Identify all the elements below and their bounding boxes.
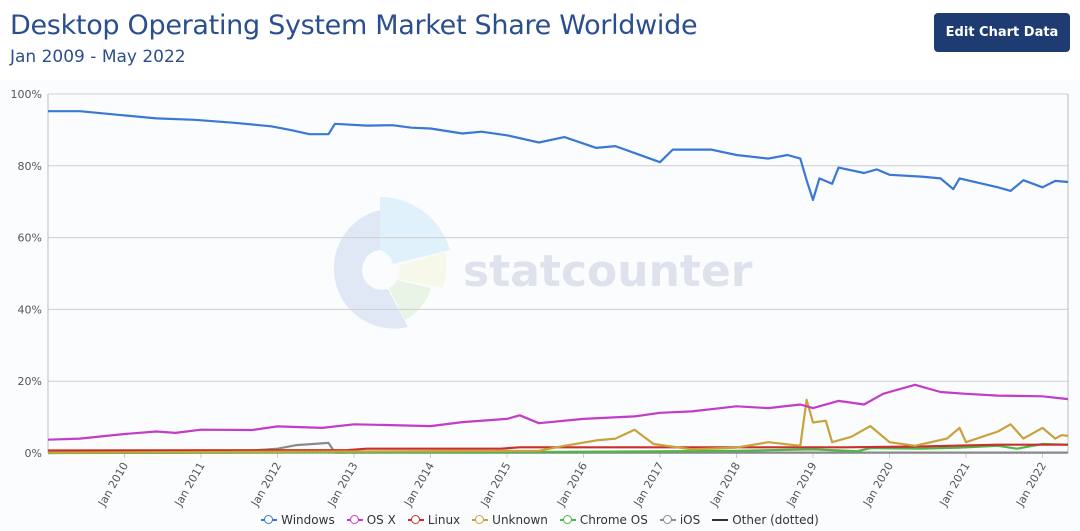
x-tick-label: Jan 2015 xyxy=(478,460,514,509)
y-tick-label: 0% xyxy=(25,447,42,460)
y-tick-label: 80% xyxy=(18,160,42,173)
x-tick-label: Jan 2021 xyxy=(937,460,973,509)
x-tick-label: Jan 2022 xyxy=(1013,460,1049,509)
legend-item-ios[interactable]: iOS xyxy=(659,513,701,527)
edit-chart-data-button[interactable]: Edit Chart Data xyxy=(934,13,1070,52)
line-marker-icon xyxy=(712,515,729,525)
series-line-windows[interactable] xyxy=(48,110,1069,201)
legend-item-windows[interactable]: Windows xyxy=(261,513,335,527)
circle-marker-icon xyxy=(472,515,489,525)
date-range-subtitle: Jan 2009 - May 2022 xyxy=(10,47,186,67)
legend-label: OS X xyxy=(366,513,396,527)
circle-marker-icon xyxy=(261,515,278,525)
y-tick-label: 40% xyxy=(18,303,42,316)
legend-item-chrome-os[interactable]: Chrome OS xyxy=(559,513,648,527)
x-tick-label: Jan 2017 xyxy=(631,460,667,509)
x-tick-label: Jan 2014 xyxy=(401,460,437,509)
legend-label: Chrome OS xyxy=(579,513,648,527)
y-tick-label: 60% xyxy=(18,232,42,245)
series-line-linux[interactable] xyxy=(47,443,1068,452)
page-title: Desktop Operating System Market Share Wo… xyxy=(10,10,698,41)
x-tick-label: Jan 2019 xyxy=(784,460,820,509)
statcounter-watermark: statcounter xyxy=(333,197,753,329)
watermark-text: statcounter xyxy=(463,246,753,297)
legend-label: iOS xyxy=(679,513,701,527)
chart-area xyxy=(0,80,1080,531)
x-tick-label: Jan 2020 xyxy=(860,460,896,509)
circle-marker-icon xyxy=(559,515,576,525)
series-line-unknown[interactable] xyxy=(47,398,1069,454)
x-tick-label: Jan 2010 xyxy=(95,460,131,509)
circle-marker-icon xyxy=(407,515,424,525)
circle-marker-icon xyxy=(346,515,363,525)
watermark-logo-segment xyxy=(333,210,408,329)
circle-marker-icon xyxy=(659,515,676,525)
legend-item-other-dotted[interactable]: Other (dotted) xyxy=(712,513,819,527)
x-tick-label: Jan 2012 xyxy=(248,460,284,509)
x-tick-label: Jan 2011 xyxy=(172,460,208,509)
x-tick-label: Jan 2013 xyxy=(325,460,361,509)
y-tick-label: 100% xyxy=(11,88,42,101)
legend-label: Other (dotted) xyxy=(732,513,819,527)
legend-label: Windows xyxy=(281,513,335,527)
series-line-os-x[interactable] xyxy=(47,383,1069,441)
x-tick-label: Jan 2018 xyxy=(707,460,743,509)
legend-item-linux[interactable]: Linux xyxy=(407,513,461,527)
y-tick-label: 20% xyxy=(18,375,42,388)
watermark-logo-segment xyxy=(380,197,450,264)
watermark-logo-segment xyxy=(397,252,447,288)
legend-label: Unknown xyxy=(492,513,548,527)
x-axis-labels: Jan 2010 Jan 2011 Jan 2012 Jan 2013 Jan 2014… xyxy=(95,460,1049,509)
series-lines xyxy=(47,110,1069,455)
legend: Windows OS X Linux Unknown Chrome OS iOS Other… xyxy=(0,513,1080,528)
legend-item-os-x[interactable]: OS X xyxy=(346,513,396,527)
legend-label: Linux xyxy=(427,513,461,527)
y-axis-labels: 0% 20% 40% 60% 80% 100% xyxy=(11,88,42,460)
x-tick-label: Jan 2016 xyxy=(554,460,590,509)
legend-item-unknown[interactable]: Unknown xyxy=(472,513,548,527)
watermark-logo-segment xyxy=(389,280,431,320)
